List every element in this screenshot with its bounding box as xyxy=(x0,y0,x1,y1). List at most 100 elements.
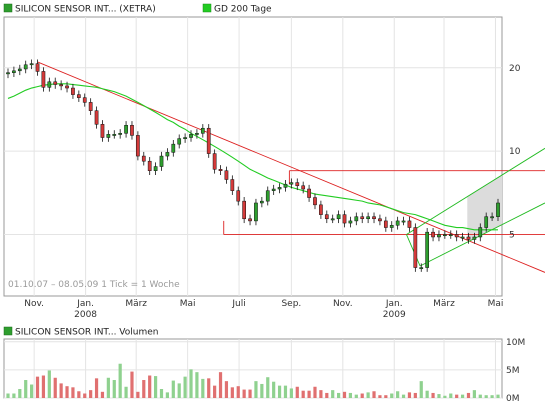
candle xyxy=(360,212,365,224)
candle-body xyxy=(100,124,105,138)
candle-body xyxy=(165,152,170,157)
candle-body xyxy=(301,185,306,190)
price-y-axis: 5 10 20 xyxy=(509,64,521,241)
ma-200-line xyxy=(7,83,498,231)
candle xyxy=(177,134,182,149)
candle-body xyxy=(94,110,99,125)
volume-bar xyxy=(124,386,128,398)
y-tick-label: 20 xyxy=(509,64,521,74)
candle-body xyxy=(236,190,241,202)
candle xyxy=(448,230,453,239)
candle-body xyxy=(277,187,282,190)
candle-body xyxy=(295,182,300,187)
candle xyxy=(147,157,152,175)
candle xyxy=(130,121,134,140)
candle-body xyxy=(448,234,453,236)
candle-body xyxy=(71,87,75,95)
candle xyxy=(443,230,447,239)
volume-bar xyxy=(148,375,152,398)
candle xyxy=(313,193,317,210)
volume-bar xyxy=(230,387,234,398)
candle xyxy=(254,198,258,226)
volume-bar xyxy=(396,391,400,398)
candle xyxy=(35,59,40,76)
volume-bar xyxy=(94,378,99,398)
y-tick-label: 10 xyxy=(509,147,521,157)
volume-bar xyxy=(407,392,412,398)
candle-body xyxy=(378,218,382,222)
volume-bar xyxy=(260,383,264,398)
candle xyxy=(94,106,99,129)
volume-bar xyxy=(496,394,500,398)
volume-bar xyxy=(301,390,305,398)
candle xyxy=(65,81,69,93)
volume-bar xyxy=(307,390,311,398)
candle xyxy=(395,216,400,230)
x-year-label: 2008 xyxy=(74,310,97,320)
volume-bar xyxy=(24,380,28,398)
volume-bar xyxy=(331,390,335,398)
candle xyxy=(372,212,376,224)
volume-bar xyxy=(159,389,164,398)
candle-body xyxy=(242,200,246,220)
volume-bar xyxy=(53,377,57,398)
volume-tick-label: 0M xyxy=(506,394,520,404)
candle xyxy=(460,232,465,242)
legend-ma-label: GD 200 Tage xyxy=(214,5,272,15)
volume-bar xyxy=(360,393,364,398)
volume-bar xyxy=(401,394,406,398)
candle-body xyxy=(324,214,329,220)
candle xyxy=(218,165,223,175)
candle-body xyxy=(413,227,418,268)
x-tick-label: Sep. xyxy=(281,299,301,309)
x-tick-label: Juli xyxy=(231,299,245,309)
candle xyxy=(378,214,382,226)
candle-body xyxy=(171,143,176,153)
candle xyxy=(425,228,430,272)
candle-body xyxy=(490,216,494,219)
date-range-info: 01.10.07 – 08.05.09 1 Tick = 1 Woche xyxy=(8,280,180,290)
volume-bar xyxy=(136,391,140,398)
legend-ma-swatch xyxy=(202,3,212,13)
x-tick-label: Mai xyxy=(488,299,504,309)
volume-bar xyxy=(83,393,87,398)
candle xyxy=(496,198,500,221)
candle xyxy=(106,130,111,142)
candle xyxy=(307,184,311,202)
x-tick-label: Jan. xyxy=(76,299,94,309)
volume-bar xyxy=(100,391,105,398)
volume-bar xyxy=(384,395,388,398)
x-tick-label: Mai xyxy=(180,299,196,309)
candle-body xyxy=(260,200,264,204)
volume-bar xyxy=(35,376,40,398)
candle xyxy=(348,216,353,228)
volume-bar xyxy=(218,372,223,398)
x-year-label: 2009 xyxy=(383,310,406,320)
candle-body xyxy=(82,97,87,103)
legend-volume-swatch xyxy=(3,326,13,336)
candles xyxy=(6,59,500,272)
candle-body xyxy=(478,227,483,238)
candle-body xyxy=(330,218,335,221)
candle-body xyxy=(23,64,28,70)
candle-body xyxy=(419,267,424,270)
volume-plot-frame xyxy=(3,338,503,399)
y-tick-label: 5 xyxy=(509,231,515,241)
candle xyxy=(336,210,341,224)
candle-body xyxy=(354,216,359,222)
candle xyxy=(295,178,300,191)
volume-bar xyxy=(165,392,169,398)
volume-bar xyxy=(30,384,34,398)
candle xyxy=(171,140,176,157)
candle-body xyxy=(29,63,34,66)
candle xyxy=(100,120,105,142)
ma-layer xyxy=(7,83,498,231)
candle-body xyxy=(289,182,294,185)
volume-bar xyxy=(425,390,429,398)
candle xyxy=(342,210,347,228)
volume-bar xyxy=(242,389,246,398)
volume-bar xyxy=(437,394,441,398)
projection-shade xyxy=(467,175,502,243)
candle xyxy=(224,166,229,184)
